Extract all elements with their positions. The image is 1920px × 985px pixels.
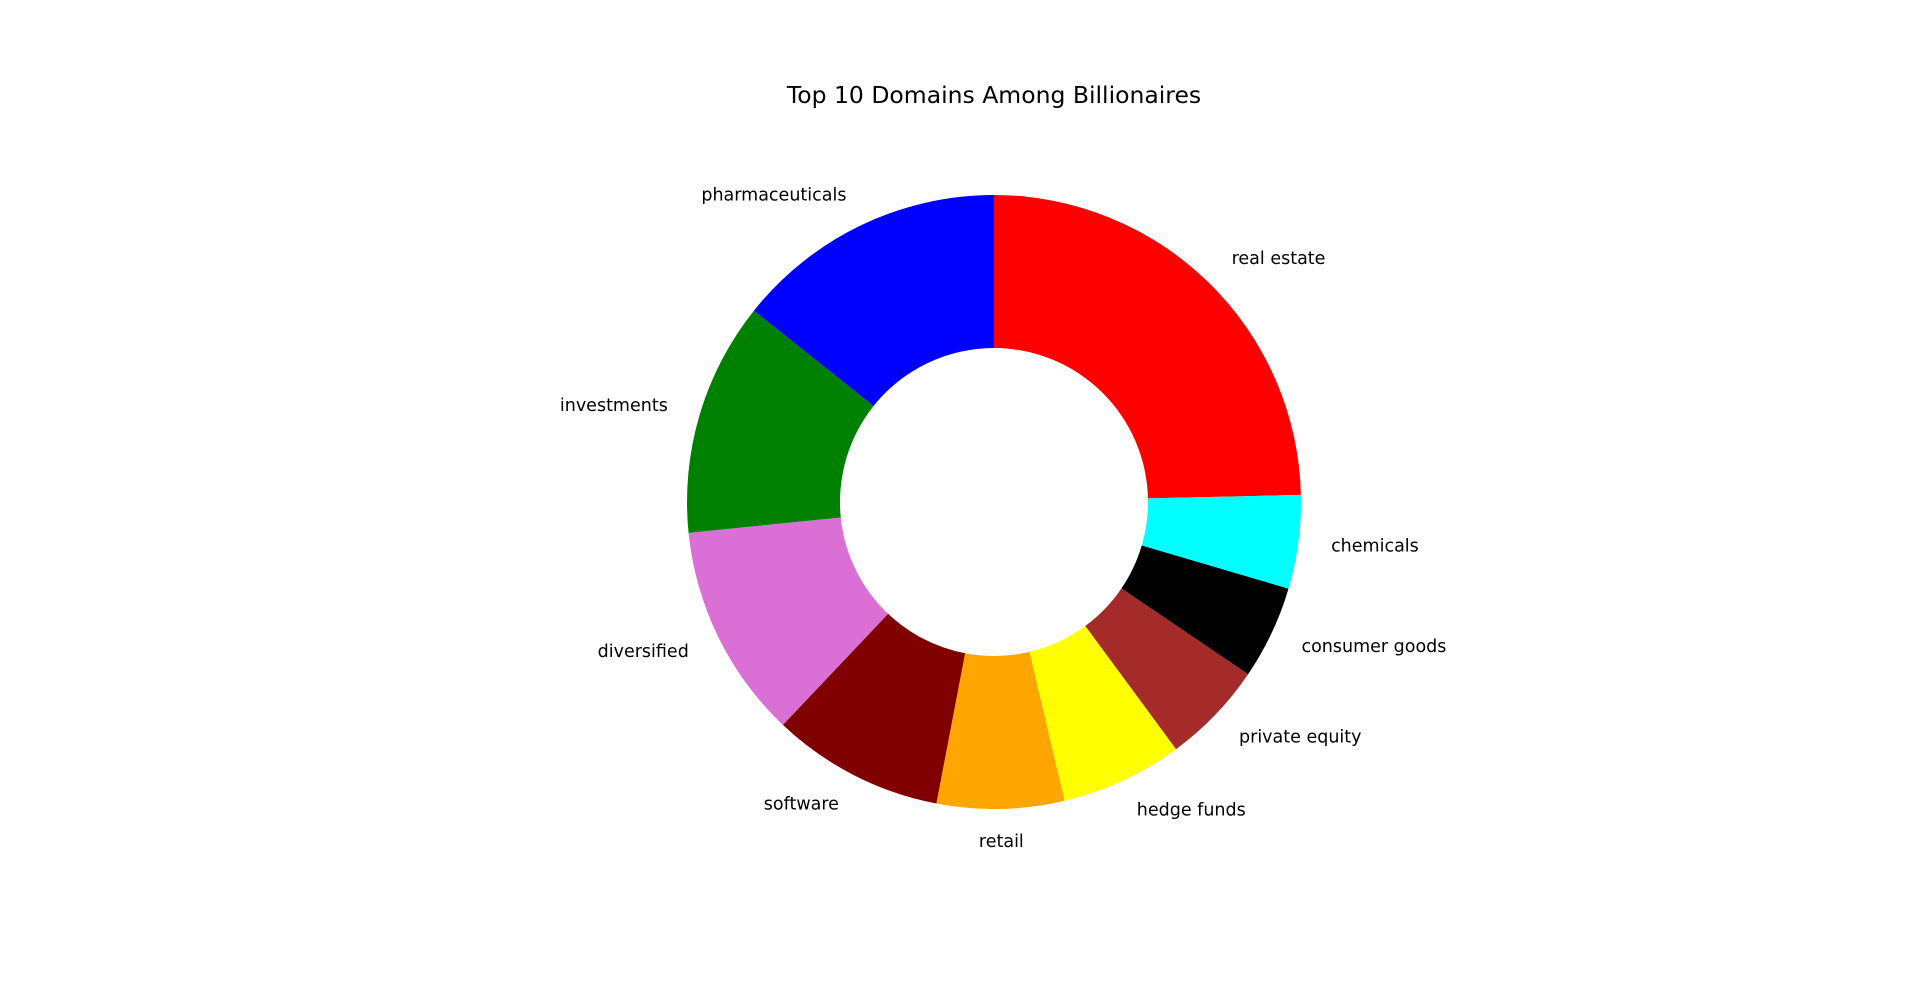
slice-hedge-funds xyxy=(1029,626,1176,801)
slice-label-investments: investments xyxy=(560,396,668,416)
slice-real-estate xyxy=(994,195,1301,499)
slice-label-pharmaceuticals: pharmaceuticals xyxy=(701,186,846,206)
slice-label-diversified: diversified xyxy=(598,642,689,662)
slice-label-chemicals: chemicals xyxy=(1331,537,1419,557)
slice-label-software: software xyxy=(764,795,839,815)
slice-labels: real estate chemicals consumer goods privat… xyxy=(560,186,1447,852)
slice-label-real-estate: real estate xyxy=(1232,249,1326,269)
slice-label-consumer-goods: consumer goods xyxy=(1301,637,1446,657)
slice-private-equity xyxy=(1085,588,1249,750)
slice-pharmaceuticals xyxy=(753,195,994,406)
slice-investments xyxy=(687,310,874,533)
slice-diversified xyxy=(688,517,889,725)
slice-label-retail: retail xyxy=(979,832,1024,852)
slice-consumer-goods xyxy=(1121,545,1289,675)
slice-retail xyxy=(936,651,1065,809)
slice-label-hedge-funds: hedge funds xyxy=(1137,801,1246,821)
slice-chemicals xyxy=(1141,494,1301,589)
donut-slices xyxy=(687,195,1301,809)
slice-label-private-equity: private equity xyxy=(1239,728,1361,748)
slice-software xyxy=(782,613,966,804)
chart-title: Top 10 Domains Among Billionaires xyxy=(786,81,1201,109)
